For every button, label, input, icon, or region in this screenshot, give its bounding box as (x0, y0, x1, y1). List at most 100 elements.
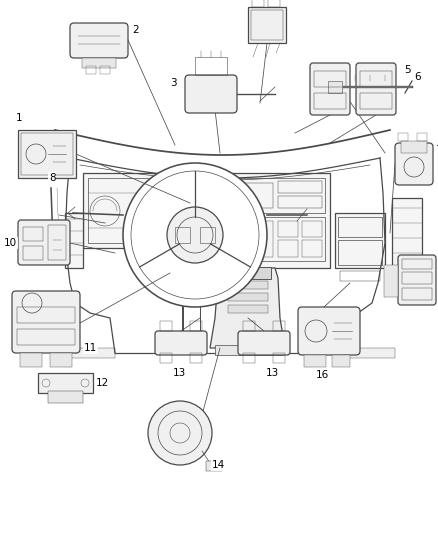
Bar (273, 353, 285, 363)
Bar (360, 93, 392, 109)
Bar (302, 240, 322, 257)
FancyBboxPatch shape (310, 63, 350, 115)
Bar (278, 181, 322, 193)
Bar (175, 227, 190, 243)
Bar (48, 391, 83, 403)
FancyBboxPatch shape (398, 255, 436, 305)
Bar (47, 241, 65, 249)
Bar (252, 0, 264, 7)
FancyBboxPatch shape (356, 63, 396, 115)
Text: 5: 5 (404, 65, 411, 75)
Bar (228, 183, 273, 208)
Polygon shape (345, 348, 395, 358)
Bar (225, 178, 325, 213)
Bar (83, 173, 173, 248)
Bar (65, 213, 83, 268)
Bar (338, 217, 382, 237)
Circle shape (123, 163, 267, 307)
Bar (335, 213, 385, 268)
Bar (401, 141, 427, 153)
Bar (88, 178, 168, 243)
Bar (338, 240, 382, 265)
Text: 1: 1 (16, 113, 23, 123)
Polygon shape (65, 348, 115, 358)
Bar (340, 271, 380, 281)
Bar (23, 246, 43, 260)
Bar (82, 58, 116, 68)
Bar (302, 221, 322, 237)
FancyBboxPatch shape (12, 291, 80, 353)
Bar (228, 305, 268, 313)
Bar (225, 217, 325, 261)
Text: 14: 14 (212, 460, 225, 470)
FancyBboxPatch shape (185, 75, 237, 113)
Bar (206, 461, 222, 471)
FancyBboxPatch shape (70, 23, 128, 58)
Bar (190, 321, 202, 331)
Bar (48, 225, 66, 260)
Text: 7: 7 (435, 145, 438, 155)
Bar (243, 353, 255, 363)
Text: 11: 11 (84, 343, 97, 353)
Bar (20, 353, 42, 367)
FancyBboxPatch shape (238, 331, 290, 355)
Bar (251, 10, 283, 40)
FancyBboxPatch shape (298, 307, 360, 355)
Circle shape (236, 251, 260, 275)
Bar (17, 307, 75, 323)
Bar (195, 57, 227, 75)
FancyBboxPatch shape (395, 143, 433, 185)
Bar (228, 293, 268, 301)
Polygon shape (210, 268, 285, 348)
Bar (18, 130, 76, 178)
Bar (273, 321, 285, 331)
Bar (50, 353, 72, 367)
Bar (384, 265, 398, 297)
Bar (402, 288, 432, 300)
Bar (398, 133, 408, 141)
Bar (332, 355, 350, 367)
Bar (243, 321, 255, 331)
Text: 6: 6 (414, 72, 420, 82)
Text: 13: 13 (266, 368, 279, 378)
Text: 10: 10 (4, 238, 17, 248)
Bar (215, 345, 283, 355)
FancyBboxPatch shape (155, 331, 207, 355)
Bar (248, 7, 286, 43)
Text: 8: 8 (49, 173, 56, 183)
Text: 12: 12 (96, 378, 109, 388)
Bar (86, 66, 96, 74)
Bar (225, 267, 271, 279)
Bar (314, 71, 346, 87)
Bar (278, 196, 322, 208)
Bar (100, 66, 110, 74)
Circle shape (167, 207, 223, 263)
Bar (402, 259, 432, 269)
Circle shape (148, 401, 212, 465)
Bar (278, 240, 298, 257)
Text: 3: 3 (170, 78, 177, 88)
Bar (314, 93, 346, 109)
Bar (190, 353, 202, 363)
Bar (417, 133, 427, 141)
Bar (200, 227, 215, 243)
Bar (268, 0, 280, 7)
Bar (278, 221, 298, 237)
Bar (17, 329, 75, 345)
Bar (23, 227, 43, 241)
Bar (328, 81, 342, 93)
Bar (38, 373, 93, 393)
Bar (160, 321, 172, 331)
Text: 2: 2 (132, 25, 138, 35)
Bar (360, 71, 392, 87)
Bar (304, 355, 326, 367)
Bar (228, 221, 273, 257)
Text: 13: 13 (173, 368, 186, 378)
Bar (228, 281, 268, 289)
Text: 16: 16 (316, 370, 329, 380)
Bar (160, 353, 172, 363)
FancyBboxPatch shape (18, 220, 70, 265)
Bar (392, 198, 422, 268)
Bar (402, 272, 432, 284)
Bar (220, 173, 330, 268)
